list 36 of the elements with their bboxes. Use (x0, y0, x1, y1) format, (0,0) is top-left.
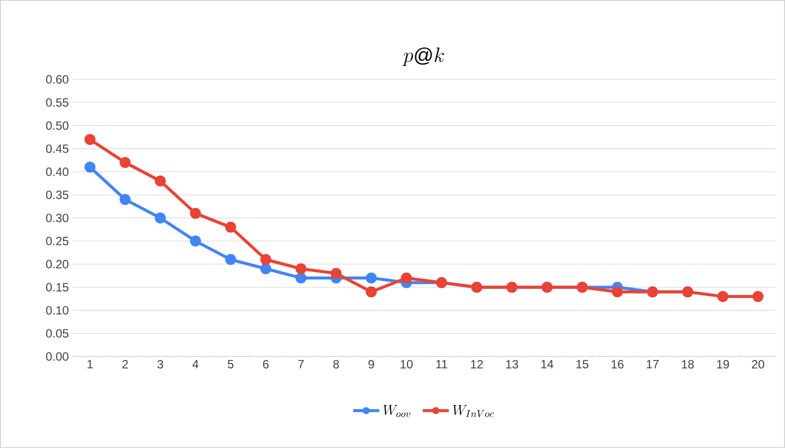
x-tick-label: 7 (298, 360, 304, 368)
y-tick-label: 0.35 (46, 190, 68, 200)
y-tick-label: 0.60 (46, 75, 68, 84)
x-tick-label: 4 (192, 360, 198, 368)
x-tick-label: 19 (717, 360, 729, 369)
y-tick-label: 0.15 (46, 283, 68, 292)
x-tick-label: 16 (612, 360, 624, 369)
x-tick-label: 11 (436, 360, 448, 368)
x-tick-label: 1 (88, 360, 93, 368)
y-tick-label: 0.10 (46, 306, 68, 315)
y-tick-label: 0.20 (46, 260, 68, 268)
x-tick-label: 17 (646, 360, 659, 368)
x-tick-label: 13 (506, 360, 518, 369)
x-tick-label: 14 (541, 360, 554, 368)
y-tick-label: 0.05 (46, 329, 68, 338)
x-tick-label: 10 (400, 360, 413, 369)
x-tick-label: 8 (333, 360, 339, 369)
x-tick-label: 20 (752, 360, 764, 369)
y-tick-label: 0.30 (46, 214, 68, 222)
y-tick-label: 0.50 (46, 121, 68, 130)
y-tick-label: 0.55 (46, 98, 68, 107)
y-tick-label: 0.25 (46, 236, 68, 246)
legend-label: $W_{oov}$ (383, 405, 410, 418)
x-tick-label: 15 (576, 360, 588, 368)
chart-title: $p@k$ (402, 47, 444, 66)
y-tick-label: 0.40 (46, 168, 68, 176)
x-tick-label: 5 (228, 360, 234, 368)
x-tick-label: 3 (157, 360, 164, 369)
x-tick-label: 12 (471, 360, 483, 368)
x-tick-label: 18 (682, 360, 694, 369)
x-tick-label: 9 (368, 360, 374, 369)
x-tick-label: 2 (122, 360, 128, 368)
legend-label: $W_{InVoc}$ (453, 405, 494, 418)
x-tick-label: 6 (263, 360, 269, 369)
y-tick-label: 0.45 (46, 144, 68, 153)
y-tick-label: 0.00 (46, 352, 68, 361)
